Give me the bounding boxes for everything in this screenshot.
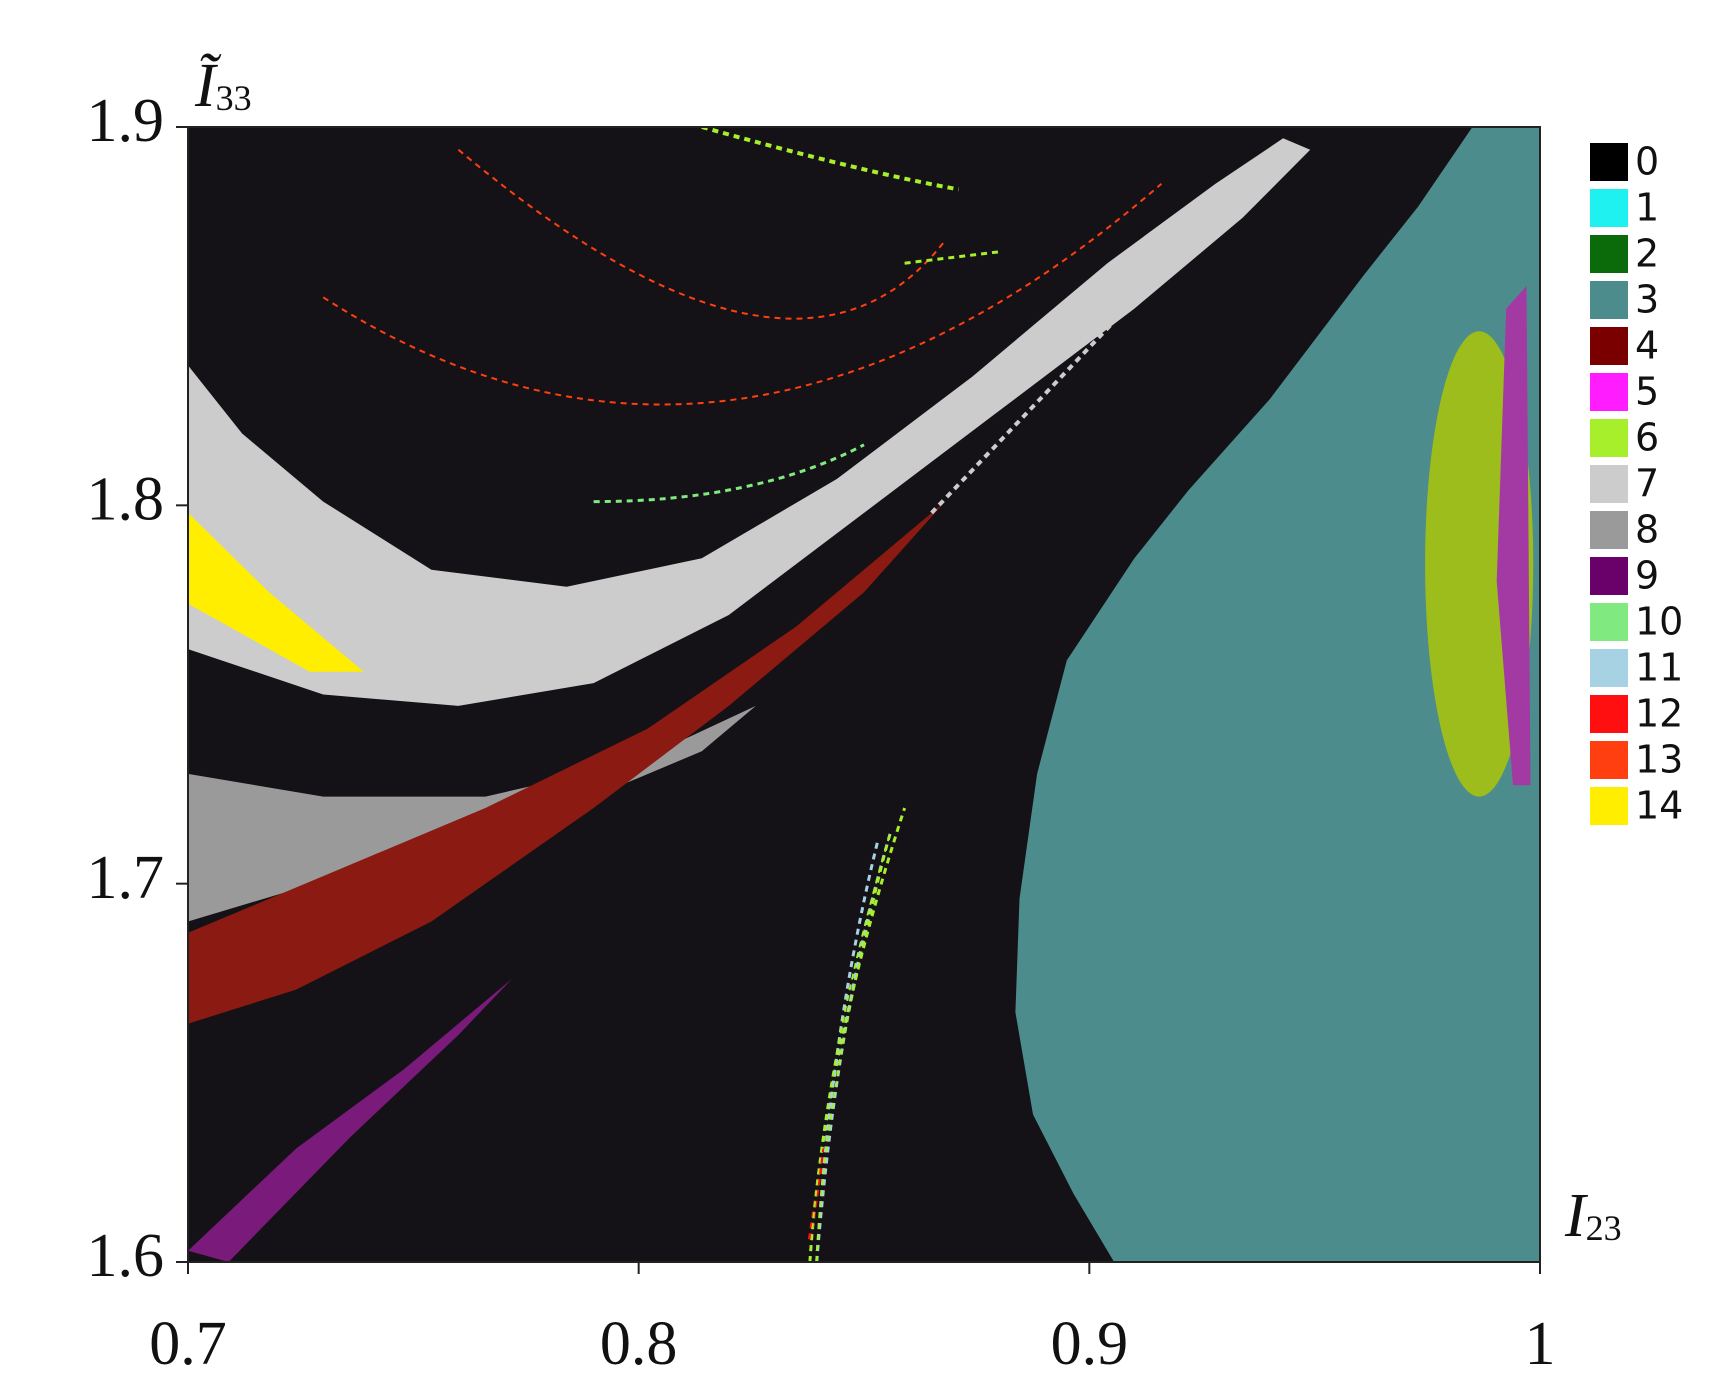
legend-swatch xyxy=(1590,373,1628,411)
legend-swatch xyxy=(1590,695,1628,733)
region-14 xyxy=(188,512,364,672)
streak-6e xyxy=(815,830,892,1262)
legend-swatch xyxy=(1590,557,1628,595)
x-axis-label: I23 xyxy=(1564,1182,1622,1250)
streak-11b xyxy=(815,841,879,1262)
region-3 xyxy=(1015,127,1540,1262)
legend-label: 7 xyxy=(1635,462,1659,506)
legend-label: 12 xyxy=(1635,692,1683,736)
legend-label: 14 xyxy=(1635,784,1683,828)
legend-swatch xyxy=(1590,649,1628,687)
streak-7 xyxy=(930,171,1258,515)
y-tick-label: 1.8 xyxy=(87,466,165,534)
legend-label: 10 xyxy=(1635,600,1683,644)
legend-label: 1 xyxy=(1635,186,1659,230)
legend-label: 13 xyxy=(1635,738,1683,782)
legend-swatch xyxy=(1590,741,1628,779)
x-tick-label: 0.9 xyxy=(1051,1310,1129,1378)
legend-label: 4 xyxy=(1635,324,1659,368)
legend-swatch xyxy=(1590,465,1628,503)
legend-swatch xyxy=(1590,419,1628,457)
x-tick-label: 0.8 xyxy=(600,1310,678,1378)
x-tick-label: 1 xyxy=(1525,1310,1556,1378)
region-5 xyxy=(1496,285,1531,786)
streak-10 xyxy=(593,443,865,504)
legend-swatch xyxy=(1590,235,1628,273)
y-axis-label-subscript: 33 xyxy=(216,78,252,118)
legend-label: 2 xyxy=(1635,232,1659,276)
y-tick-label: 1.7 xyxy=(87,844,165,912)
streak-6b xyxy=(808,830,892,1262)
legend-label: 9 xyxy=(1635,554,1659,598)
x-axis-label-subscript: 23 xyxy=(1586,1208,1622,1248)
legend-swatch xyxy=(1590,143,1628,181)
y-tick-label: 1.6 xyxy=(87,1222,165,1290)
legend-label: 11 xyxy=(1635,646,1683,690)
legend-label: 0 xyxy=(1635,140,1659,184)
legend-swatch xyxy=(1590,603,1628,641)
legend-label: 8 xyxy=(1635,508,1659,552)
streak-13 xyxy=(457,148,946,320)
legend-swatch xyxy=(1590,511,1628,549)
legend-swatch xyxy=(1590,787,1628,825)
y-axis-label: Ĩ33 xyxy=(194,52,252,120)
legend-swatch xyxy=(1590,327,1628,365)
legend-swatch xyxy=(1590,189,1628,227)
region-9 xyxy=(188,978,513,1262)
streak-6-top2 xyxy=(904,250,1000,265)
legend-label: 5 xyxy=(1635,370,1659,414)
y-tick-label: 1.9 xyxy=(87,87,165,155)
legend-label: 6 xyxy=(1635,416,1659,460)
x-axis-label-symbol: I xyxy=(1564,1182,1589,1250)
region-4 xyxy=(188,501,946,1024)
x-tick-label: 0.7 xyxy=(149,1310,227,1378)
legend-label: 3 xyxy=(1635,278,1659,322)
plot-frame xyxy=(187,126,1541,1263)
streak-13b xyxy=(322,183,1163,406)
plot-area xyxy=(188,127,1540,1262)
legend-swatch xyxy=(1590,281,1628,319)
